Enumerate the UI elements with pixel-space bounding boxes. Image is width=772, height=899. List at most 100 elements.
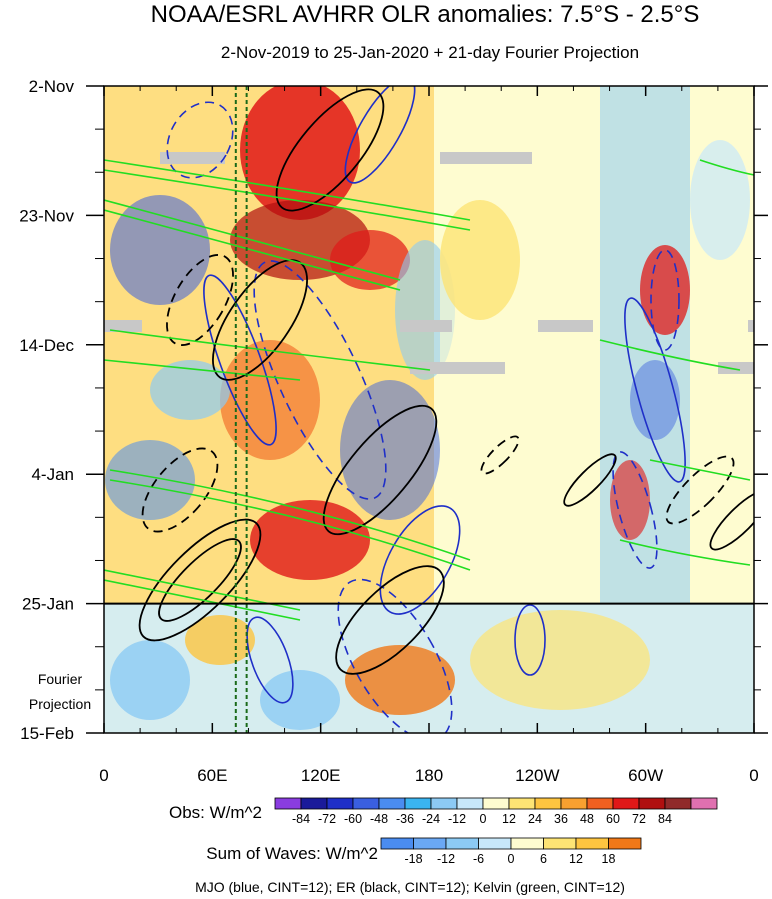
kelvin-contour <box>619 539 751 566</box>
projection-warm-anomaly <box>185 615 255 665</box>
colorbar-label: 0 <box>508 852 515 866</box>
x-tick-label: 120W <box>515 766 559 785</box>
colorbar-swatch <box>534 797 562 810</box>
y-tick-label: 25-Jan <box>22 595 74 614</box>
missing-data-streaks <box>104 152 754 374</box>
mjo-contour <box>337 578 453 733</box>
colorbar-label: -18 <box>404 852 422 866</box>
projection-cool-anomaly <box>110 640 190 720</box>
waves-colorbar: -18 -12 -6 0 6 12 18 <box>380 837 642 866</box>
obs-anomaly-red <box>610 460 650 540</box>
colorbar-label: 12 <box>569 852 583 866</box>
y-tick-label: 15-Feb <box>20 724 74 743</box>
colorbar-swatch <box>380 837 414 850</box>
projection-cool-anomaly <box>260 670 340 730</box>
colorbar-swatch <box>638 797 666 810</box>
obs-anomaly-red <box>240 86 360 220</box>
y-tick-label: 4-Jan <box>31 465 74 484</box>
obs-anomaly-blue <box>105 440 195 520</box>
colorbar-swatch <box>482 797 510 810</box>
colorbar-swatch <box>478 837 512 850</box>
obs-colorbar: -84 -72 -60 -48 -36 -24 -12 0 12 24 36 48 60 72 84 <box>274 797 718 826</box>
colorbar-swatch <box>274 797 302 810</box>
obs-anomaly-blue <box>630 360 680 440</box>
obs-neutral-band <box>440 86 595 604</box>
mjo-contour <box>166 101 234 179</box>
kelvin-contour <box>104 169 471 231</box>
kelvin-contour <box>599 339 741 371</box>
colorbar-label: 6 <box>540 852 547 866</box>
mjo-contours <box>166 86 686 733</box>
projection-label-line1: Fourier <box>38 671 83 687</box>
x-axis: 0 60E 120E 180 120W 60W 0 <box>99 86 759 785</box>
colorbar-swatch <box>300 797 328 810</box>
er-contour <box>709 489 754 551</box>
kelvin-contour <box>104 359 301 381</box>
colorbar-label: -60 <box>344 812 362 826</box>
colorbar-swatch <box>608 837 642 850</box>
mjo-contour <box>344 86 416 184</box>
colorbar-swatch <box>404 797 432 810</box>
colorbar-label: -24 <box>422 812 440 826</box>
er-contour <box>563 453 617 507</box>
mjo-contour <box>246 616 294 704</box>
missing-data-streak <box>538 320 593 332</box>
observed-anomaly-field <box>104 86 750 604</box>
x-tick-label: 120E <box>301 766 341 785</box>
kelvin-contour <box>109 329 431 371</box>
kelvin-contour <box>104 199 401 281</box>
obs-anomaly-blue <box>340 380 440 520</box>
kelvin-contour <box>104 209 401 291</box>
colorbar-swatch <box>690 797 718 810</box>
colorbar-swatch <box>445 837 479 850</box>
colorbar-swatch <box>612 797 640 810</box>
colorbar-swatch <box>586 797 614 810</box>
obs-anomaly-blue <box>110 195 210 305</box>
obs-anomaly-lightblue <box>690 140 750 260</box>
er-contour <box>322 404 438 536</box>
er-contour <box>665 455 735 525</box>
colorbar-label: 24 <box>528 812 542 826</box>
chart-subtitle: 2-Nov-2019 to 25-Jan-2020 + 21-day Fouri… <box>221 43 639 62</box>
mjo-contour <box>203 274 277 446</box>
projection-field <box>104 604 754 733</box>
x-tick-label: 0 <box>749 766 758 785</box>
er-contours <box>138 88 754 675</box>
obs-anomaly-red <box>330 230 410 290</box>
colorbar-label: 84 <box>658 812 672 826</box>
footer-wave-legend: MJO (blue, CINT=12); ER (black, CINT=12)… <box>195 879 625 895</box>
colorbar-label: 12 <box>502 812 516 826</box>
kelvin-contour <box>104 579 301 621</box>
colorbar-label: 60 <box>606 812 620 826</box>
kelvin-contour <box>649 459 751 481</box>
obs-anomaly-blue <box>150 360 230 420</box>
colorbar-label: 48 <box>580 812 594 826</box>
kelvin-contour <box>109 469 471 561</box>
kelvin-contour <box>109 479 471 571</box>
colorbar-swatch <box>326 797 354 810</box>
kelvin-contour <box>104 569 301 611</box>
y-tick-label: 14-Dec <box>19 336 74 355</box>
colorbar-label: 72 <box>632 812 646 826</box>
colorbar-label: -48 <box>370 812 388 826</box>
colorbar-swatch <box>560 797 588 810</box>
projection-warm-anomaly <box>345 645 455 715</box>
colorbar-label: -12 <box>437 852 455 866</box>
y-tick-label: 23-Nov <box>19 206 74 225</box>
colorbar-label: -12 <box>448 812 466 826</box>
colorbar-label: -72 <box>318 812 336 826</box>
colorbar-label: 36 <box>554 812 568 826</box>
colorbar-swatch <box>508 797 536 810</box>
er-contour <box>335 565 445 675</box>
missing-data-streak <box>400 320 452 332</box>
colorbar-label: -36 <box>396 812 414 826</box>
x-tick-label: 60W <box>628 766 663 785</box>
missing-data-streak <box>748 320 754 332</box>
colorbar-label: -6 <box>473 852 484 866</box>
projection-warm-anomaly <box>470 610 650 710</box>
kelvin-contour <box>104 159 471 221</box>
kelvin-contour <box>699 159 754 176</box>
missing-data-streak <box>440 152 532 164</box>
missing-data-streak <box>410 362 505 374</box>
